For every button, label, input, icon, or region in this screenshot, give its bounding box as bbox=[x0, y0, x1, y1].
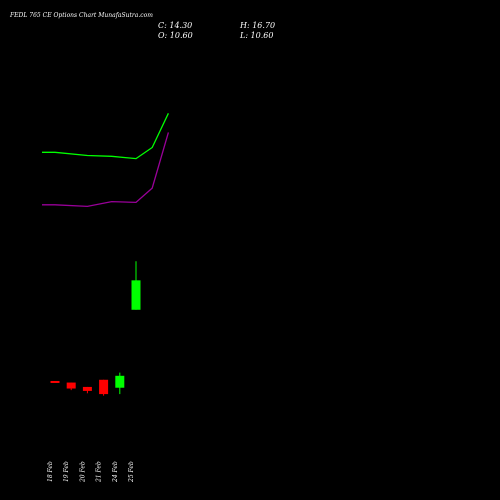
candle-body bbox=[82, 386, 92, 391]
x-tick-label: 24 Feb bbox=[112, 461, 119, 483]
candle-body bbox=[99, 379, 109, 395]
chart-title: FEDL 765 CE Options Chart MunafaSutra.co… bbox=[9, 12, 153, 19]
candle-body bbox=[66, 382, 76, 389]
candle-25-feb bbox=[131, 261, 141, 310]
x-tick-label: 25 Feb bbox=[128, 461, 135, 483]
band-lines bbox=[42, 113, 170, 208]
x-tick-label: 18 Feb bbox=[47, 461, 54, 482]
candle-19-feb bbox=[66, 382, 76, 391]
x-tick-label: 21 Feb bbox=[96, 461, 103, 483]
candle-18-feb bbox=[50, 380, 60, 383]
low-value: L: 10.60 bbox=[239, 31, 273, 40]
open-value: O: 10.60 bbox=[158, 31, 193, 40]
candle-21-feb bbox=[99, 379, 109, 396]
candle-24-feb bbox=[115, 372, 125, 395]
x-tick-label: 20 Feb bbox=[79, 461, 86, 483]
upper-band-line bbox=[42, 113, 169, 160]
x-axis-ticks: 18 Feb 19 Feb 20 Feb 21 Feb 24 Feb 25 Feb bbox=[47, 461, 135, 483]
candle-20-feb bbox=[82, 386, 92, 394]
lower-band-line bbox=[42, 132, 170, 208]
close-value: C: 14.30 bbox=[158, 21, 192, 30]
candle-body bbox=[131, 280, 141, 310]
high-value: H: 16.70 bbox=[239, 21, 275, 30]
x-tick-label: 19 Feb bbox=[63, 461, 70, 482]
candle-body bbox=[50, 380, 60, 383]
candles bbox=[50, 261, 141, 396]
candle-body bbox=[115, 375, 125, 388]
